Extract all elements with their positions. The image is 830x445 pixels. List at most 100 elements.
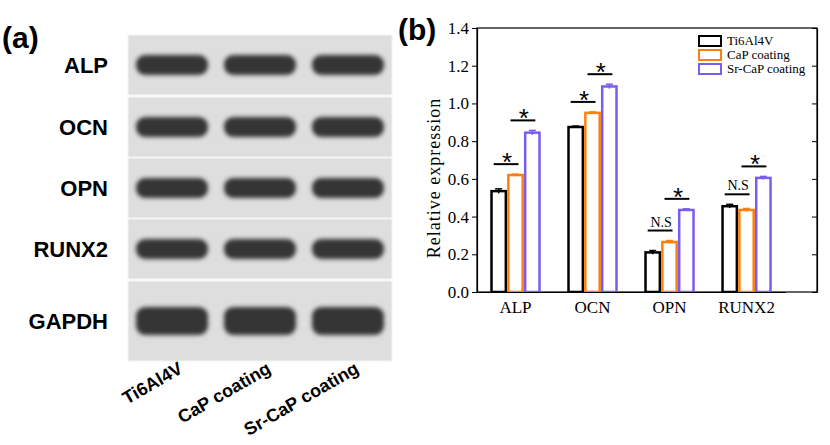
- y-tick-right: [812, 141, 817, 142]
- significance: *: [665, 182, 690, 212]
- panel-label: (b): [398, 13, 436, 46]
- error-bar-cap: [572, 125, 579, 127]
- blot-band: [312, 239, 384, 259]
- blot-row: GAPDH: [29, 281, 392, 361]
- blot-row: ALP: [64, 35, 392, 95]
- x-axis: ALPOCNOPNRUNX2: [478, 293, 786, 318]
- y-tick-label: 0.4: [448, 208, 470, 227]
- blot-background: [128, 158, 392, 218]
- bar-series: [525, 84, 770, 292]
- x-tick: ALP: [499, 298, 531, 317]
- y-tick-right: [812, 254, 817, 255]
- legend-entry: CaP coating: [699, 47, 790, 62]
- error-bar-cap: [683, 208, 690, 210]
- x-tick-label: ALP: [499, 298, 531, 317]
- panel-label: (a): [2, 21, 39, 54]
- bar-series: [508, 112, 753, 292]
- error-bar: [512, 174, 519, 176]
- y-tick-mark-right: [812, 141, 817, 142]
- error-bar-cap: [649, 250, 656, 252]
- bar: [602, 86, 616, 292]
- y-tick-mark: [472, 103, 477, 104]
- blot-band: [224, 55, 296, 75]
- significance-label: *: [502, 147, 512, 177]
- y-axis-right-line: [817, 29, 818, 293]
- y-tick-right: [812, 292, 817, 293]
- row-label: OCN: [59, 115, 108, 140]
- significance: N.S: [725, 178, 750, 194]
- significance-label: *: [750, 149, 760, 179]
- y-tick-label: 1.4: [448, 19, 470, 38]
- blot-background: [128, 281, 392, 361]
- y-tick-mark-right: [812, 28, 817, 29]
- error-bar: [726, 204, 733, 208]
- y-tick-mark-right: [812, 179, 817, 180]
- y-tick-label: 0.2: [448, 245, 469, 264]
- y-tick-label: 1.0: [448, 94, 469, 113]
- y-tick-right: [812, 179, 817, 180]
- y-tick: 0.4: [448, 208, 477, 227]
- y-tick-label: 0.8: [448, 132, 469, 151]
- significance: *: [494, 147, 519, 177]
- figure: (a)ALPOCNOPNRUNX2GAPDHTi6Al4VCaP coating…: [0, 0, 830, 445]
- significance: *: [588, 57, 613, 87]
- y-tick: 1.4: [448, 19, 477, 38]
- blot-band: [224, 117, 296, 137]
- plot-frame: [477, 28, 817, 292]
- blot-band: [136, 239, 208, 259]
- bar: [662, 242, 676, 292]
- error-bar-cap: [589, 111, 596, 113]
- error-bar: [589, 112, 596, 114]
- error-bar: [495, 189, 502, 194]
- legend-label: Ti6Al4V: [727, 33, 774, 48]
- y-tick-label: 0.6: [448, 170, 469, 189]
- bar: [525, 133, 539, 292]
- y-tick-mark: [472, 292, 477, 293]
- row-label: ALP: [64, 53, 108, 78]
- y-tick-mark: [472, 254, 477, 255]
- bar: [585, 113, 599, 292]
- blot-band: [312, 178, 384, 198]
- error-bar-cap: [726, 204, 733, 206]
- y-tick: 1.0: [448, 94, 477, 113]
- row-label: OPN: [60, 176, 108, 201]
- blot-band: [312, 117, 384, 137]
- error-bar: [666, 241, 673, 244]
- bar: [492, 191, 506, 292]
- error-bar-cap: [743, 208, 750, 210]
- significance-label: N.S: [727, 178, 748, 193]
- legend: Ti6Al4VCaP coatingSr-CaP coating: [699, 33, 806, 76]
- y-tick-mark-right: [812, 66, 817, 67]
- blot-band: [136, 178, 208, 198]
- x-axis-line: [478, 292, 786, 293]
- bar: [508, 175, 522, 292]
- y-tick: 0.2: [448, 245, 477, 264]
- y-tick-mark: [472, 28, 477, 29]
- y-tick: 0.0: [448, 283, 477, 302]
- y-tick: 0.6: [448, 170, 477, 189]
- bar: [679, 210, 693, 292]
- legend-swatch: [699, 64, 721, 74]
- significance-label: *: [596, 57, 606, 87]
- panel-b: (b) 0.0 0.2 0.4 0.6 0.8 1.0 1.2 1.4 ALPOCNOPNRUNX…: [398, 13, 818, 317]
- blot-row: RUNX2: [33, 219, 392, 279]
- y-tick-mark-right: [812, 254, 817, 255]
- y-tick-mark-right: [812, 292, 817, 293]
- y-tick-label: 1.2: [448, 57, 469, 76]
- error-bar: [760, 176, 767, 179]
- y-tick-right: [812, 28, 817, 29]
- error-bar: [649, 251, 656, 255]
- blot-row: OCN: [59, 97, 392, 157]
- blot-band: [136, 55, 208, 75]
- y-axis: 0.0 0.2 0.4 0.6 0.8 1.0 1.2 1.4: [448, 19, 478, 302]
- lane-label: Sr-CaP coating: [241, 358, 362, 440]
- lane-label: Ti6Al4V: [119, 358, 186, 408]
- error-bar-cap: [606, 83, 613, 85]
- error-bar-cap: [666, 240, 673, 242]
- significance-label: *: [673, 182, 683, 212]
- y-axis-line: [477, 29, 478, 293]
- y-tick-label: 0.0: [448, 283, 469, 302]
- y-tick-mark-right: [812, 103, 817, 104]
- significance-bracket: [725, 193, 750, 195]
- blot-band: [224, 178, 296, 198]
